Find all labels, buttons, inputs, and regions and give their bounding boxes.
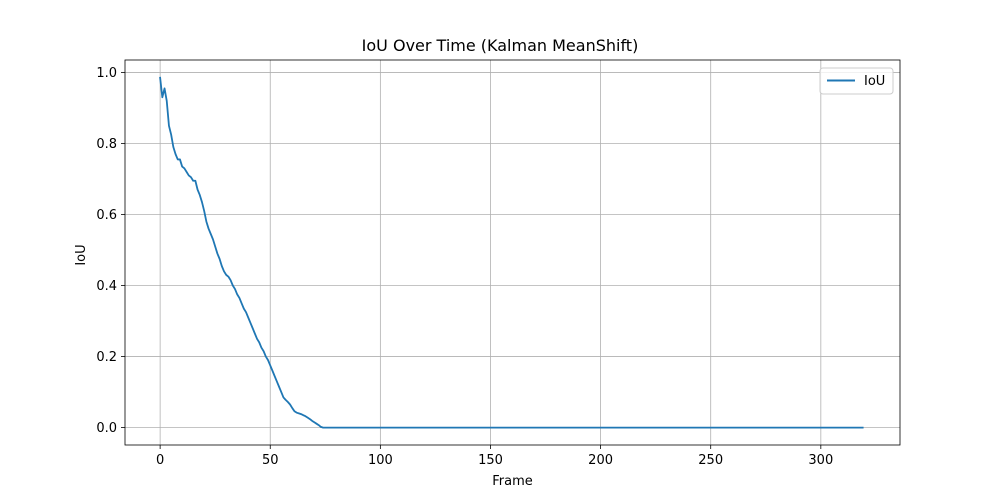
x-axis-label: Frame [492,474,533,489]
series-layer [159,76,864,429]
x-tick-label: 150 [478,453,503,468]
series-line-iou [159,76,864,429]
legend-label: IoU [864,74,885,89]
legend: IoU [819,67,894,95]
x-tick-label: 50 [262,453,279,468]
y-tick-label: 0.8 [96,137,117,152]
y-tick-label: 0.4 [96,279,117,294]
axis-ticks: 0 50 100 150 200 250 300 0.0 0.2 0.4 0.6 0.8 1.0 [96,66,833,468]
x-tick-label: 0 [156,453,164,468]
grid-lines [125,60,900,445]
x-tick-label: 300 [808,453,833,468]
y-tick-label: 0.0 [96,421,117,436]
y-tick-label: 0.2 [96,350,117,365]
x-tick-label: 250 [698,453,723,468]
chart-title: IoU Over Time (Kalman MeanShift) [362,36,639,55]
y-axis-label: IoU [74,244,89,265]
y-tick-label: 1.0 [96,66,117,81]
x-tick-label: 200 [588,453,613,468]
legend-box [819,67,894,95]
plot-frame [124,59,901,446]
y-tick-label: 0.6 [96,208,117,223]
x-tick-label: 100 [368,453,393,468]
